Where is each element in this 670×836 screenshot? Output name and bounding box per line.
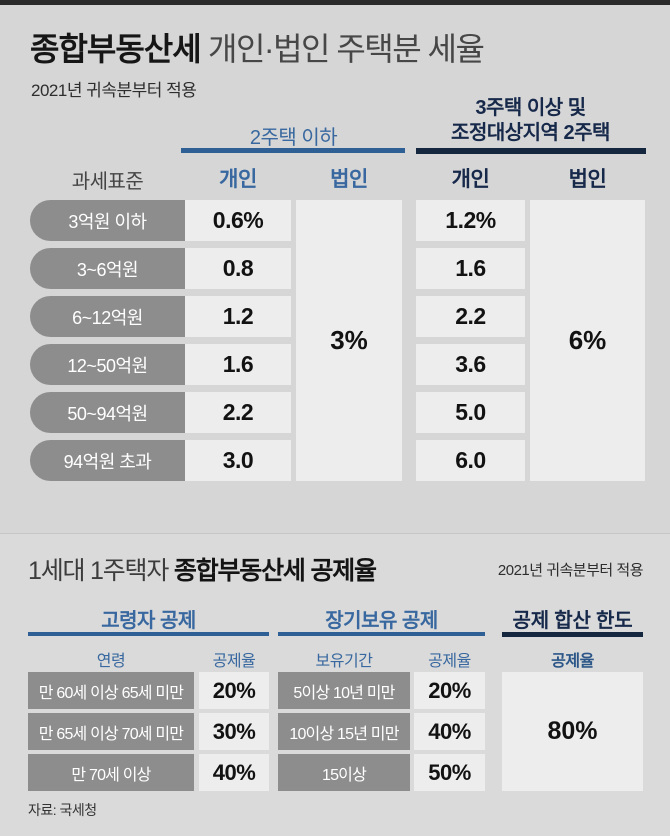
- group1-underline: [181, 148, 405, 153]
- rate-individual-1: 0.8: [185, 248, 291, 289]
- group-header-three-houses-line2: 조정대상지역 2주택: [451, 122, 610, 144]
- column-header-individual-1: 개인: [219, 168, 257, 191]
- rate-corporate-merged-2: 6%: [530, 200, 645, 481]
- page-title-rest: 개인·법인 주택분 세율: [200, 31, 485, 67]
- age-group-underline: [28, 632, 269, 636]
- group-header-combined-limit: 공제 합산 한도: [512, 610, 633, 632]
- rate-individual-1: 0.6%: [185, 200, 291, 241]
- column-header-period-rate: 공제율: [428, 653, 471, 670]
- holding-period-label: 10이상 15년 미만: [278, 713, 410, 750]
- section2-title: 1세대 1주택자 종합부동산세 공제율: [28, 551, 377, 587]
- column-header-limit-rate: 공제율: [551, 653, 594, 670]
- holding-period-label: 15이상: [278, 754, 410, 791]
- rate-individual-2: 3.6: [416, 344, 525, 385]
- rate-individual-2: 6.0: [416, 440, 525, 481]
- limit-group-underline: [502, 632, 643, 637]
- rate-individual-2: 1.2%: [416, 200, 525, 241]
- group-header-three-houses: 3주택 이상 및 조정대상지역 2주택: [416, 96, 645, 146]
- tax-rate-table: 3억원 이하 0.6% 1.2% 3~6억원 0.8 1.6 6~12억원 1.…: [30, 200, 645, 481]
- age-deduction-value: 40%: [199, 754, 269, 791]
- section2-title-bold: 종합부동산세 공제율: [173, 557, 377, 585]
- group-header-holding-deduction: 장기보유 공제: [325, 610, 438, 632]
- rate-individual-1: 1.6: [185, 344, 291, 385]
- tax-base-label: 6~12억원: [30, 296, 185, 337]
- holding-deduction-value: 20%: [414, 672, 485, 709]
- top-border-bar: [0, 0, 670, 5]
- rate-individual-1: 1.2: [185, 296, 291, 337]
- column-header-age: 연령: [96, 653, 126, 670]
- group-header-two-houses: 2주택 이하: [249, 127, 338, 149]
- column-header-tax-base: 과세표준: [71, 171, 144, 193]
- tax-base-label: 12~50억원: [30, 344, 185, 385]
- section2-title-regular: 1세대 1주택자: [28, 557, 174, 585]
- tax-base-label: 3~6억원: [30, 248, 185, 289]
- combined-limit-value: 80%: [502, 672, 643, 791]
- holding-deduction-value: 50%: [414, 754, 485, 791]
- deduction-table: 만 60세 이상 65세 미만 20% 5이상 10년 미만 20% 만 65세…: [28, 672, 643, 791]
- holding-period-label: 5이상 10년 미만: [278, 672, 410, 709]
- rate-individual-2: 5.0: [416, 392, 525, 433]
- group-header-age-deduction: 고령자 공제: [101, 610, 196, 632]
- age-deduction-value: 20%: [199, 672, 269, 709]
- rate-individual-1: 3.0: [185, 440, 291, 481]
- holding-deduction-value: 40%: [414, 713, 485, 750]
- holding-group-underline: [278, 632, 485, 636]
- column-header-corporate-1: 법인: [330, 168, 368, 191]
- age-deduction-value: 30%: [199, 713, 269, 750]
- tax-base-label: 50~94억원: [30, 392, 185, 433]
- rate-individual-2: 1.6: [416, 248, 525, 289]
- group-header-three-houses-line1: 3주택 이상 및: [475, 97, 586, 119]
- column-header-individual-2: 개인: [451, 168, 490, 191]
- section-divider: [0, 533, 670, 534]
- page-title: 종합부동산세 개인·법인 주택분 세율: [30, 24, 650, 70]
- age-range-label: 만 70세 이상: [28, 754, 194, 791]
- age-range-label: 만 65세 이상 70세 미만: [28, 713, 194, 750]
- rate-individual-2: 2.2: [416, 296, 525, 337]
- tax-base-label: 3억원 이하: [30, 200, 185, 241]
- tax-base-label: 94억원 초과: [30, 440, 185, 481]
- column-header-age-rate: 공제율: [212, 653, 256, 670]
- effective-date-note: 2021년 귀속분부터 적용: [31, 81, 197, 100]
- page-title-bold: 종합부동산세: [30, 31, 202, 67]
- rate-corporate-merged-1: 3%: [296, 200, 402, 481]
- rate-individual-1: 2.2: [185, 392, 291, 433]
- column-header-period: 보유기간: [315, 653, 373, 670]
- column-header-corporate-2: 법인: [568, 168, 607, 191]
- group2-underline: [416, 148, 646, 154]
- source-credit: 자료: 국세청: [28, 802, 97, 818]
- age-range-label: 만 60세 이상 65세 미만: [28, 672, 194, 709]
- section2-effective-date-note: 2021년 귀속분부터 적용: [497, 562, 644, 579]
